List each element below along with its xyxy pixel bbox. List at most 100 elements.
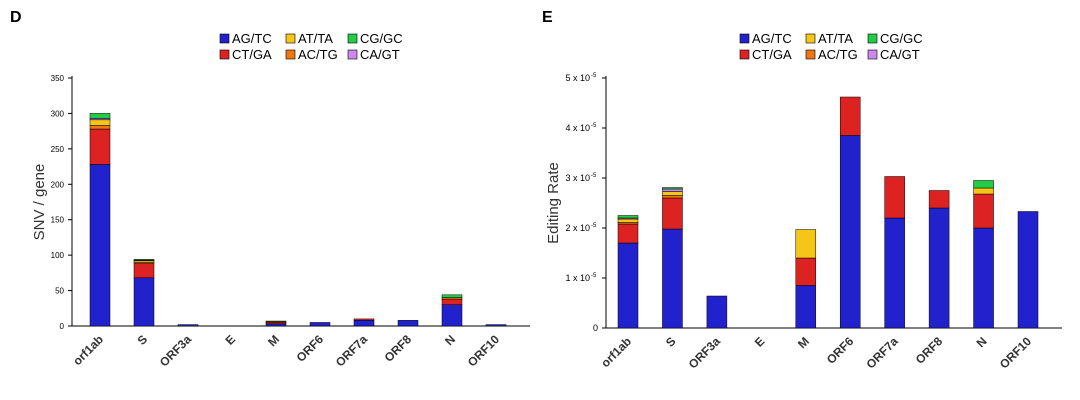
bar-e-n-ag-tc — [973, 227, 994, 329]
y-tick-label-d: 300 — [51, 109, 65, 118]
bar-d-orf6-ag-tc — [309, 322, 331, 327]
x-tick-label-e-orf3a: ORF3a — [686, 334, 723, 371]
x-tick-label-d-m: M — [265, 332, 282, 349]
y-tick-exponent-e: -5 — [591, 73, 597, 79]
bar-d-orf3a-ag-tc — [177, 324, 199, 327]
bar-d-orf1ab-ac-tg — [89, 125, 111, 130]
legend-swatch-d-ct-ga — [219, 49, 230, 60]
legend-d: AG/TC AT/TA CG/GC CT/GA AC/TG CA/GT — [219, 31, 403, 62]
y-tick-label-d: 200 — [51, 180, 65, 189]
y-tick-label-d: 150 — [51, 216, 65, 225]
x-tick-label-d-s: S — [135, 332, 151, 348]
legend-label-d-ca-gt: CA/GT — [360, 47, 400, 62]
bar-e-s-ac-tg — [662, 195, 683, 199]
y-tick-label-e: 3 x 10 — [565, 173, 590, 183]
legend-swatch-e-ag-tc — [739, 33, 750, 44]
legend-label-d-at-ta: AT/TA — [298, 31, 333, 46]
legend-label-e-ca-gt: CA/GT — [880, 47, 920, 62]
legend-label-e-ac-tg: AC/TG — [818, 47, 858, 62]
bar-e-orf8-ag-tc — [928, 207, 950, 329]
bar-e-s-ct-ga — [662, 197, 683, 230]
y-tick-label-d: 100 — [51, 251, 65, 260]
legend-label-e-cg-gc: CG/GC — [880, 31, 923, 46]
bar-e-orf3a-ag-tc — [706, 295, 728, 329]
panel-letter-e: E — [542, 9, 553, 26]
y-tick-label-d: 250 — [51, 145, 65, 154]
legend-swatch-e-ct-ga — [739, 49, 750, 60]
bar-e-orf1ab-at-ta — [617, 218, 639, 223]
bar-e-n-at-ta — [973, 187, 994, 195]
bar-d-orf10-ag-tc — [485, 324, 507, 327]
panel-letter-d: D — [10, 9, 22, 26]
legend-label-d-ct-ga: CT/GA — [232, 47, 272, 62]
bar-e-orf8-ct-ga — [928, 190, 950, 209]
legend-swatch-e-ac-tg — [805, 49, 816, 60]
x-tick-label-e-orf10: ORF10 — [997, 334, 1034, 371]
x-tick-label-e-s: S — [663, 334, 679, 350]
bar-e-orf1ab-ag-tc — [617, 242, 639, 329]
legend-swatch-d-ca-gt — [347, 49, 358, 60]
x-tick-label-e-orf6: ORF6 — [824, 334, 857, 367]
y-axis-label-e: Editing Rate — [545, 162, 562, 244]
y-tick-exponent-e: -5 — [591, 273, 597, 279]
legend-swatch-e-at-ta — [805, 33, 816, 44]
legend-swatch-e-cg-gc — [867, 33, 878, 44]
y-axis-label-d: SNV / gene — [31, 164, 48, 241]
bar-d-n-ag-tc — [441, 304, 463, 327]
bar-d-n-ct-ga — [441, 298, 463, 305]
bar-d-m-at-ta — [265, 320, 287, 322]
bar-e-orf6-ct-ga — [839, 96, 861, 136]
x-tick-label-d-orf1ab: orf1ab — [70, 332, 106, 368]
bar-e-orf1ab-cg-gc — [617, 215, 639, 219]
y-tick-label-e: 0 — [593, 323, 598, 333]
legend-label-d-ag-tc: AG/TC — [232, 31, 272, 46]
bar-d-orf7a-ag-tc — [353, 320, 375, 327]
x-tick-label-d-orf6: ORF6 — [294, 332, 327, 365]
legend-swatch-e-ca-gt — [867, 49, 878, 60]
bar-e-orf1ab-ct-ga — [617, 223, 639, 244]
legend-swatch-d-ag-tc — [219, 33, 230, 44]
bar-d-n-cg-gc — [441, 294, 463, 298]
bar-d-s-ag-tc — [133, 277, 155, 327]
bar-d-orf1ab-at-ta — [89, 119, 111, 126]
bar-d-orf1ab-ag-tc — [89, 164, 111, 327]
x-tick-label-d-orf8: ORF8 — [382, 332, 415, 365]
bar-e-orf7a-ag-tc — [884, 217, 905, 329]
chart-e: 01 x 10 -52 x 10 -53 x 10 -54 x 10 -55 x 10-… — [545, 73, 1062, 371]
bar-e-s-at-ta — [662, 191, 683, 196]
bar-d-orf8-ag-tc — [397, 320, 419, 327]
y-tick-exponent-e: -5 — [591, 123, 597, 129]
legend-label-d-cg-gc: CG/GC — [360, 31, 403, 46]
x-tick-label-e-orf7a: ORF7a — [864, 334, 901, 371]
legend-label-d-ac-tg: AC/TG — [298, 47, 338, 62]
x-tick-label-e-n: N — [974, 334, 990, 350]
x-tick-label-d-n: N — [442, 332, 458, 348]
y-tick-exponent-e: -5 — [591, 173, 597, 179]
legend-swatch-d-at-ta — [285, 33, 296, 44]
legend-swatch-d-cg-gc — [347, 33, 358, 44]
x-tick-label-d-orf3a: ORF3a — [157, 332, 194, 369]
x-tick-label-e-orf1ab: orf1ab — [598, 334, 634, 370]
legend-swatch-d-ac-tg — [285, 49, 296, 60]
legend-label-e-ag-tc: AG/TC — [752, 31, 792, 46]
x-tick-label-d-orf7a: ORF7a — [333, 332, 370, 369]
bar-d-s-ct-ga — [133, 263, 155, 279]
x-tick-label-d-e: E — [223, 332, 239, 348]
y-tick-label-d: 350 — [51, 74, 65, 83]
x-tick-label-e-m: M — [795, 334, 812, 351]
x-tick-label-d-orf10: ORF10 — [465, 332, 502, 369]
legend-label-e-at-ta: AT/TA — [818, 31, 853, 46]
y-tick-exponent-e: -5 — [591, 223, 597, 229]
bar-e-m-at-ta — [795, 229, 817, 259]
bar-e-s-cg-gc — [662, 187, 683, 190]
bar-e-orf6-ag-tc — [839, 135, 861, 329]
bar-e-m-ag-tc — [795, 285, 817, 329]
bar-e-n-cg-gc — [973, 180, 994, 189]
bar-d-orf1ab-cg-gc — [89, 113, 111, 119]
x-tick-label-e-orf8: ORF8 — [913, 334, 946, 367]
x-tick-label-e-e: E — [752, 334, 768, 350]
bar-d-m-ag-tc — [265, 323, 287, 327]
y-tick-label-e: 5 x 10 — [565, 73, 590, 83]
bar-d-orf7a-ct-ga — [353, 318, 375, 321]
